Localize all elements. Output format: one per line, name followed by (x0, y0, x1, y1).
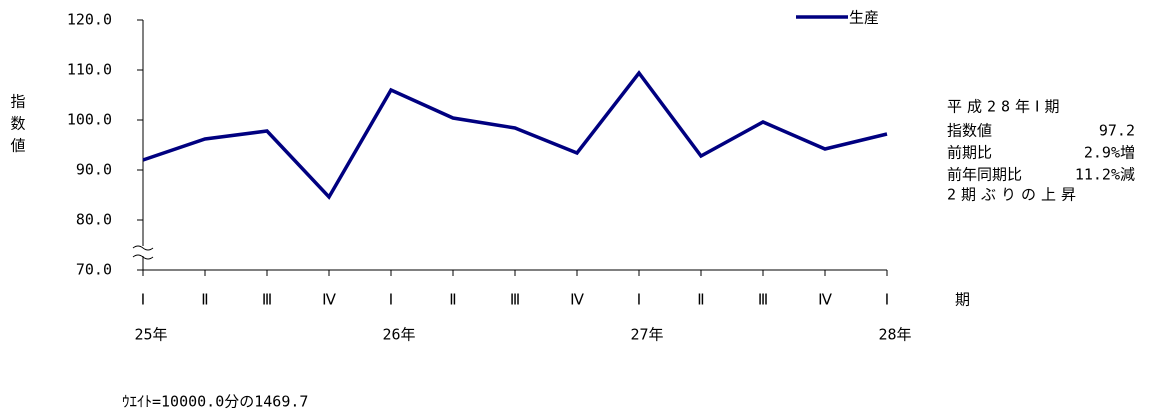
annotation-value: 97.2 (1099, 122, 1135, 140)
axis-break (132, 245, 154, 260)
annotation-heading: 平成28年Ⅰ期 (947, 98, 1065, 116)
annotation-label: 前期比 (947, 144, 992, 162)
annotation-label: 指数値 (947, 122, 992, 140)
y-tick-label: 80.0 (76, 211, 112, 229)
annotation-value: 2.9%増 (1084, 144, 1135, 162)
year-label: 25年 (134, 326, 167, 344)
axis-break-gap (135, 246, 151, 256)
x-tick-label: Ⅰ (141, 291, 145, 309)
y-tick-label: 110.0 (67, 61, 112, 79)
x-tick-label: Ⅳ (818, 291, 832, 309)
x-tick-label: Ⅳ (322, 291, 336, 309)
x-tick-label: Ⅲ (510, 291, 520, 309)
y-tick-label: 120.0 (67, 11, 112, 29)
y-tick-label: 90.0 (76, 161, 112, 179)
legend-label: 生産 (849, 9, 879, 27)
annotation-value: 11.2%減 (1075, 166, 1135, 184)
year-label: 26年 (382, 326, 415, 344)
x-tick-label: Ⅰ (389, 291, 393, 309)
x-tick-label: Ⅲ (758, 291, 768, 309)
y-axis-label: 値 (10, 137, 25, 155)
x-tick-label: Ⅲ (262, 291, 272, 309)
x-tick-label: Ⅱ (201, 291, 208, 309)
year-label: 28年 (878, 326, 911, 344)
x-axis-label: 期 (955, 291, 970, 309)
y-axis-label: 数 (10, 115, 25, 133)
footnote: ｳｴｲﾄ=10000.0分の1469.7 (122, 393, 308, 411)
y-tick-label: 100.0 (67, 111, 112, 129)
year-label: 27年 (630, 326, 663, 344)
x-tick-label: Ⅳ (570, 291, 584, 309)
y-axis-label: 指 (10, 93, 25, 111)
y-tick-label: 70.0 (76, 261, 112, 279)
x-tick-label: Ⅰ (637, 291, 641, 309)
series-line (142, 70, 888, 200)
x-tick-label: Ⅱ (697, 291, 704, 309)
annotation-footer: 2期ぶりの上昇 (947, 186, 1081, 204)
annotation-label: 前年同期比 (947, 166, 1022, 184)
x-tick-label: Ⅱ (449, 291, 456, 309)
x-tick-label: Ⅰ (885, 291, 889, 309)
